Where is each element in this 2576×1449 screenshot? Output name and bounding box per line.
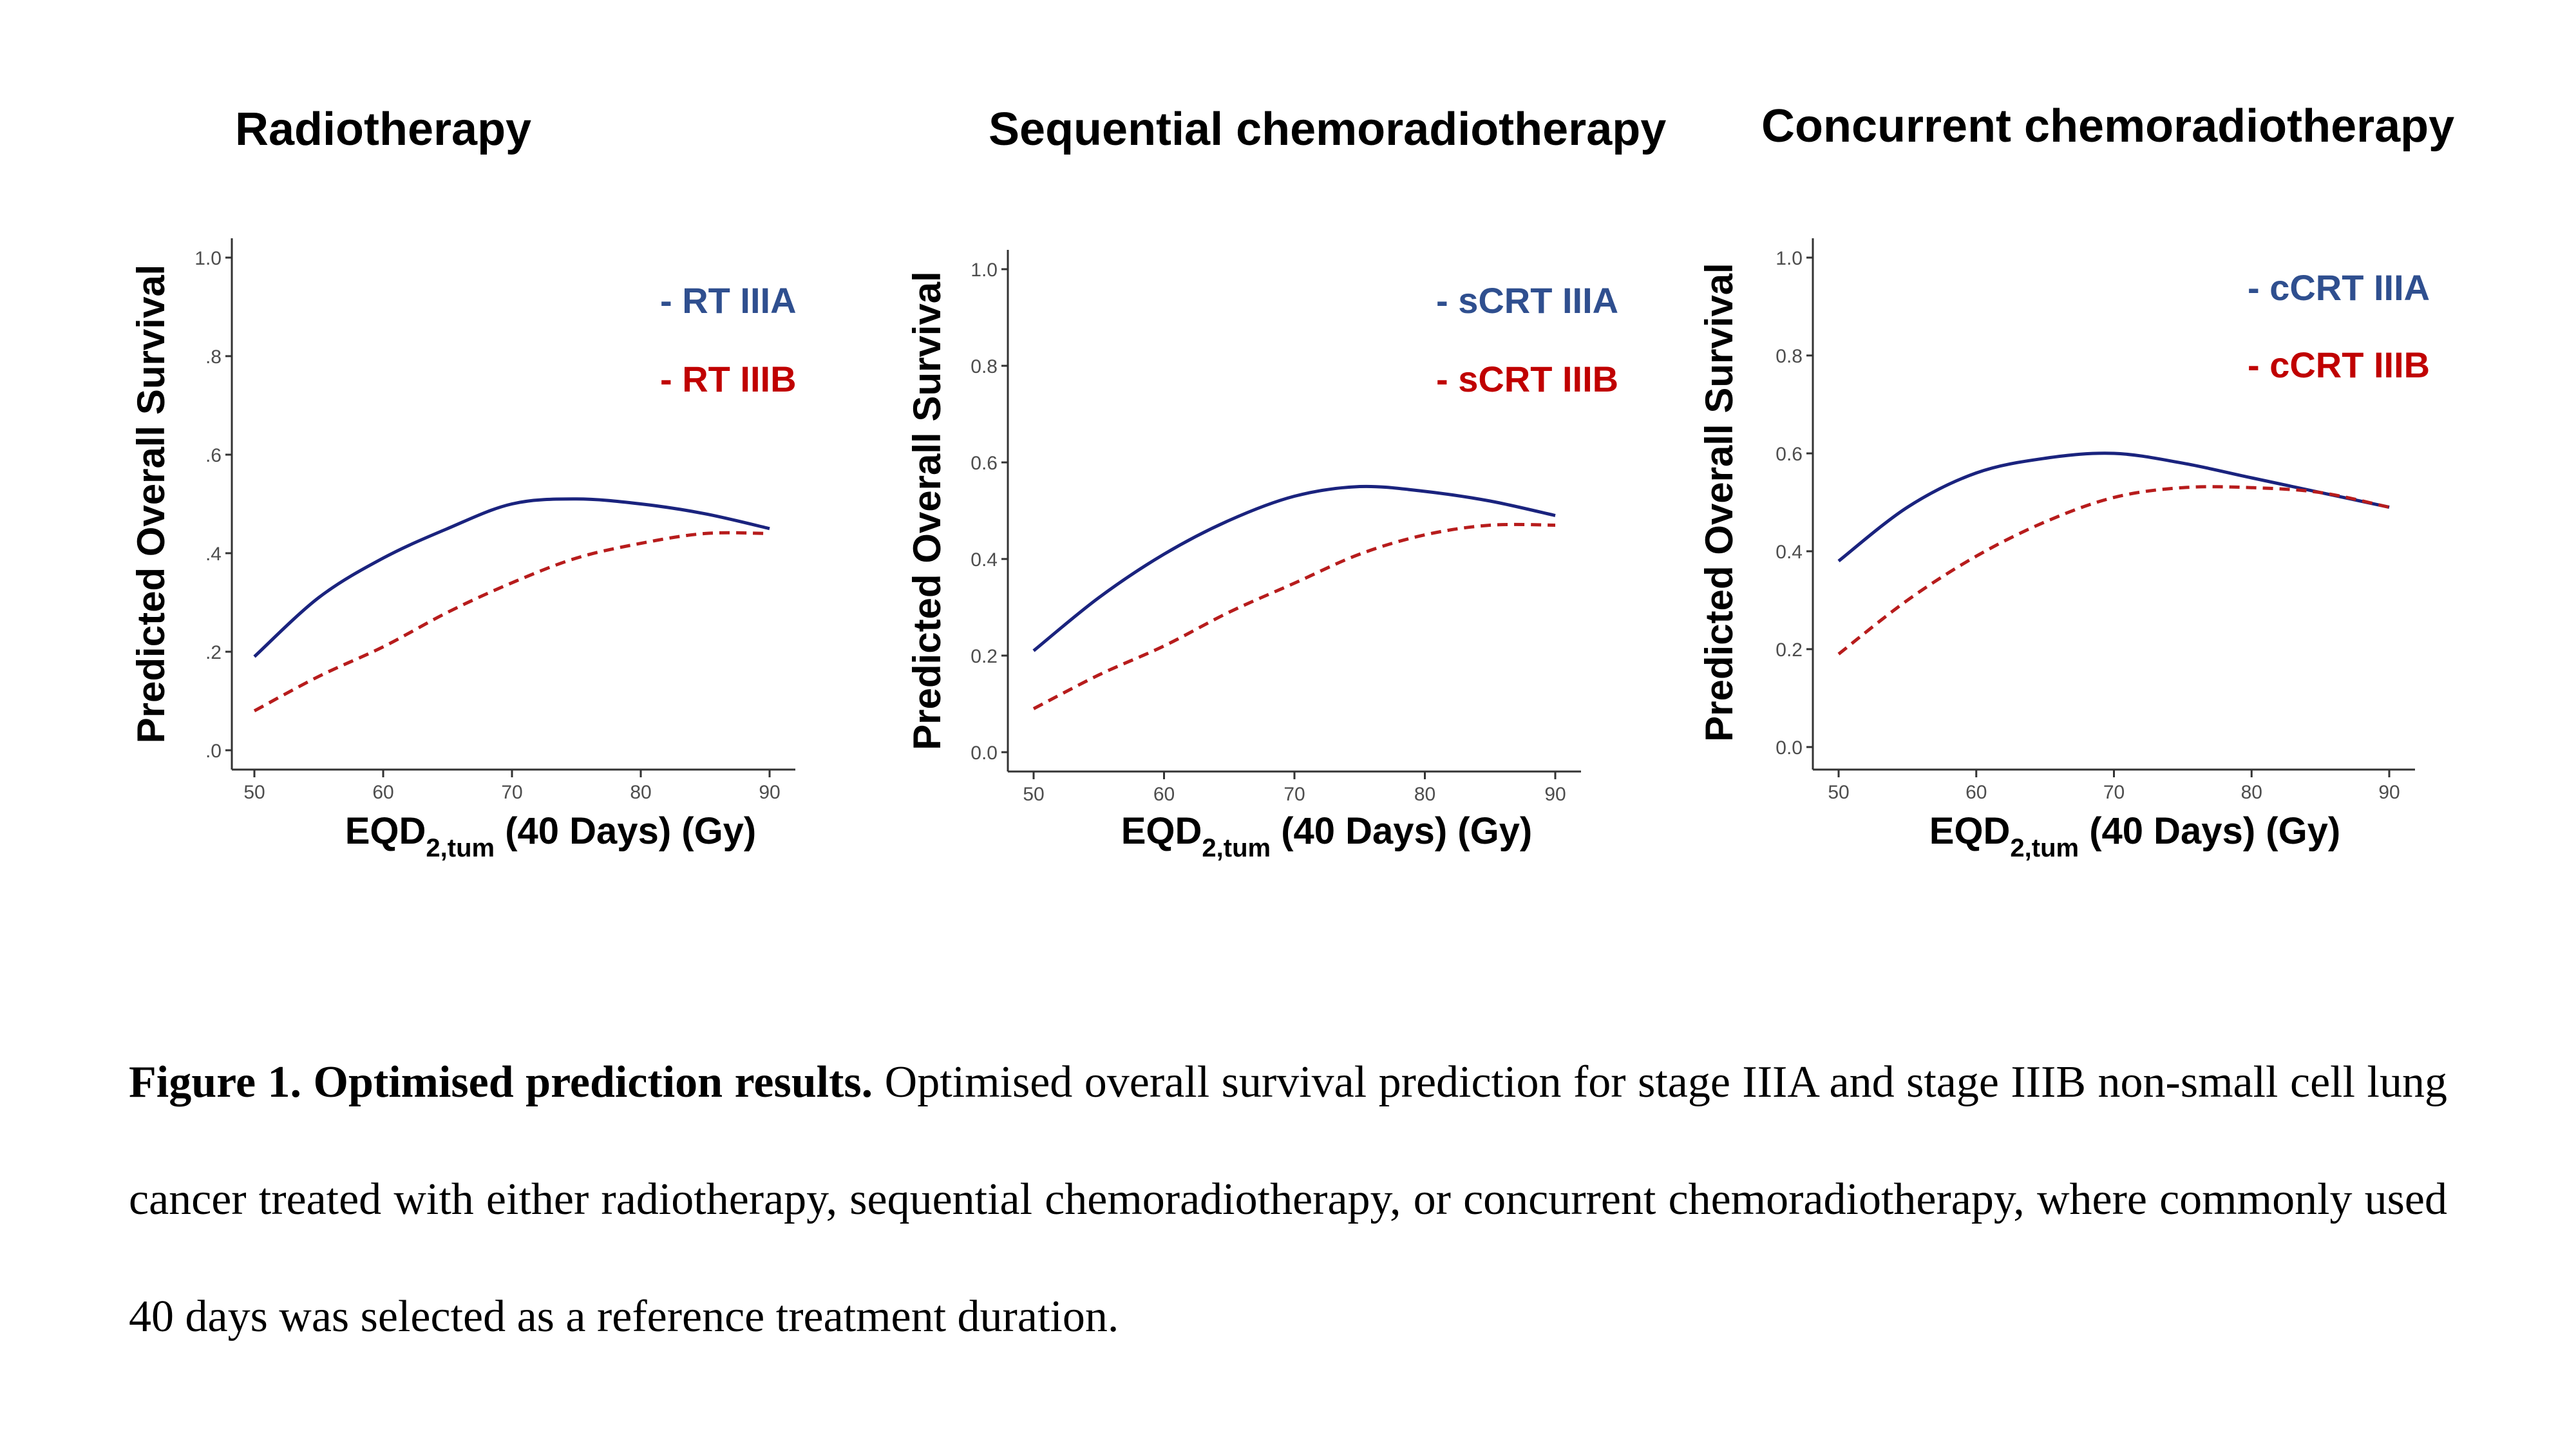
- x-axis-title: EQD2,tum (40 Days) (Gy): [1929, 810, 2341, 862]
- y-tick-label: 1.0: [971, 260, 998, 281]
- series-line-IIIA: [253, 497, 770, 658]
- y-tick-label: .8: [205, 346, 222, 368]
- legend-entry-IIIA: - RT IIIA: [660, 280, 797, 321]
- y-tick-label: 0.2: [1776, 639, 1803, 661]
- legend-entry-IIIB: - RT IIIB: [660, 359, 797, 399]
- caption-bold: Figure 1. Optimised prediction results.: [129, 1057, 873, 1107]
- x-tick-label: 80: [1414, 784, 1435, 805]
- series-line-IIIB: [1032, 522, 1556, 710]
- y-tick-label: 0.0: [1776, 737, 1803, 759]
- caption-text: Optimised overall survival prediction fo…: [129, 1057, 2447, 1341]
- series-line-IIIB: [1837, 485, 2390, 656]
- x-title-subscript: 2,tum: [426, 834, 495, 862]
- x-title-rest: (40 Days) (Gy): [2079, 810, 2340, 852]
- x-tick-label: 60: [1153, 784, 1175, 805]
- y-tick-label: .2: [205, 642, 222, 663]
- legend-entry-IIIA: - cCRT IIIA: [2248, 267, 2430, 308]
- y-axis-title: Predicted Overall Survival: [1698, 263, 1741, 742]
- x-tick-label: 80: [2241, 782, 2262, 803]
- y-tick-label: .0: [205, 741, 222, 762]
- x-tick-label: 90: [759, 782, 780, 803]
- x-tick-label: 50: [1828, 782, 1849, 803]
- x-title-subscript: 2,tum: [2010, 834, 2079, 862]
- x-tick-label: 60: [372, 782, 393, 803]
- y-tick-label: 0.2: [971, 646, 998, 667]
- x-title-subscript: 2,tum: [1202, 834, 1271, 862]
- panel-title-radiotherapy: Radiotherapy: [235, 104, 532, 155]
- x-title-rest: (40 Days) (Gy): [495, 810, 756, 852]
- panel-title-sequential: Sequential chemoradiotherapy: [989, 104, 1667, 155]
- y-tick-label: .6: [205, 445, 222, 466]
- y-axis-title: Predicted Overall Survival: [129, 265, 173, 744]
- series-line-IIIA: [1837, 451, 2390, 563]
- x-title-rest: (40 Days) (Gy): [1271, 810, 1532, 852]
- x-title-main: EQD: [1929, 810, 2011, 852]
- y-tick-label: .4: [205, 544, 222, 565]
- y-tick-label: 1.0: [1776, 248, 1803, 269]
- x-title-main: EQD: [345, 810, 426, 852]
- x-tick-label: 60: [1965, 782, 1987, 803]
- x-axis-title: EQD2,tum (40 Days) (Gy): [1121, 810, 1533, 862]
- x-tick-label: 90: [2378, 782, 2400, 803]
- x-tick-label: 90: [1544, 784, 1566, 805]
- x-tick-label: 70: [2103, 782, 2125, 803]
- y-tick-label: 0.6: [971, 453, 998, 474]
- x-tick-label: 50: [243, 782, 265, 803]
- y-tick-label: 0.4: [971, 549, 998, 571]
- y-tick-label: 1.0: [194, 248, 222, 269]
- series-line-IIIB: [253, 531, 770, 713]
- x-title-main: EQD: [1121, 810, 1202, 852]
- y-tick-label: 0.8: [971, 356, 998, 377]
- x-tick-label: 80: [630, 782, 651, 803]
- y-tick-label: 0.6: [1776, 444, 1803, 465]
- figure-caption: Figure 1. Optimised prediction results. …: [129, 1024, 2447, 1376]
- x-tick-label: 70: [501, 782, 522, 803]
- y-tick-label: 0.8: [1776, 346, 1803, 367]
- legend-entry-IIIA: - sCRT IIIA: [1436, 280, 1618, 321]
- panel-title-concurrent: Concurrent chemoradiotherapy: [1761, 100, 2455, 152]
- legend-entry-IIIB: - cCRT IIIB: [2248, 345, 2430, 385]
- x-tick-label: 50: [1023, 784, 1044, 805]
- legend-entry-IIIB: - sCRT IIIB: [1436, 359, 1618, 399]
- series-line-IIIA: [1032, 484, 1556, 652]
- x-axis-title: EQD2,tum (40 Days) (Gy): [345, 810, 757, 862]
- x-tick-label: 70: [1283, 784, 1305, 805]
- y-tick-label: 0.4: [1776, 542, 1803, 563]
- y-tick-label: 0.0: [971, 743, 998, 764]
- y-axis-title: Predicted Overall Survival: [905, 271, 949, 750]
